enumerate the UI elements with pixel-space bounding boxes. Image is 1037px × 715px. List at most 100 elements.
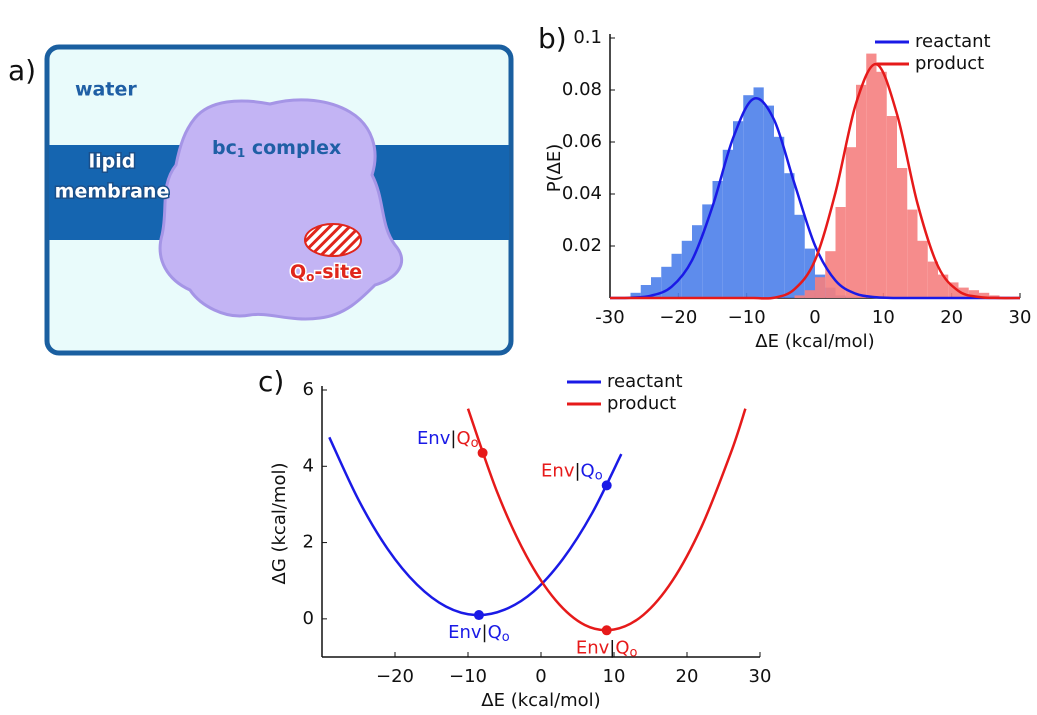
- chart: c) −20 −10 0 10 20 30 0 2 4 6 ΔE (kcal/mol) ΔG (kcal…: [258, 365, 771, 711]
- site-sub: o: [306, 270, 314, 284]
- fit-line: [609, 63, 1021, 300]
- hist-bar: [743, 95, 754, 298]
- state-label-part: |: [574, 460, 580, 481]
- y-tick-label: 0.04: [562, 183, 602, 204]
- x-tick-label: −10: [728, 307, 766, 328]
- state-label: Env|Qo: [448, 622, 510, 645]
- hist-bar: [763, 105, 774, 298]
- site-shape: [304, 223, 362, 257]
- state-point: [477, 447, 488, 458]
- hist-bar: [702, 204, 713, 298]
- state-label-part: o: [595, 468, 603, 483]
- state-point: [473, 610, 484, 621]
- y-tick-label: 2: [303, 532, 314, 553]
- state-label-part: Env: [541, 460, 575, 481]
- hist-bar: [784, 173, 795, 298]
- state-label-part: |: [450, 428, 456, 449]
- state-label-part: o: [502, 630, 510, 645]
- hist-bar: [640, 285, 651, 298]
- hist-bar: [794, 295, 805, 298]
- hist-bar: [917, 240, 928, 298]
- hist-bar: [671, 253, 682, 298]
- y-tick-label: 4: [303, 455, 314, 476]
- membrane-label: lipid: [89, 151, 136, 173]
- panel-label: c): [258, 365, 284, 398]
- chart: b) -30 −20 −10 0 10 20 30 0.02 0.04 0.06 0.08 0.1 ΔE …: [538, 22, 1031, 352]
- site-label: Qo-site: [290, 261, 362, 284]
- state-label-part: o: [471, 435, 479, 450]
- state-label-part: Env: [448, 622, 482, 643]
- state-label-part: |: [482, 622, 488, 643]
- hist-bar: [804, 248, 815, 298]
- state-point: [601, 625, 612, 636]
- hist-bar: [794, 214, 805, 298]
- hist-bar: [651, 277, 662, 298]
- x-tick-label: 0: [809, 307, 820, 328]
- panel-label: a): [8, 54, 36, 87]
- state-label: Env|Qo: [576, 637, 638, 660]
- hist-bar: [845, 147, 856, 298]
- x-tick-label: -30: [595, 307, 624, 328]
- complex-label: bc1 complex: [212, 137, 341, 160]
- state-label-part: |: [609, 637, 615, 658]
- hist-bar: [712, 181, 723, 298]
- x-tick-label: 30: [749, 666, 772, 687]
- hist-bar: [856, 84, 867, 298]
- y-tick-label: 0.08: [562, 79, 602, 100]
- hist-bar: [815, 277, 826, 298]
- hist-bar: [692, 225, 703, 298]
- x-axis-label: ΔE (kcal/mol): [755, 331, 874, 352]
- x-tick-label: −10: [449, 666, 487, 687]
- state-label-part: Q: [456, 428, 470, 449]
- hist-bar: [907, 209, 918, 298]
- legend-label: reactant: [915, 31, 991, 52]
- panel-a: a) water lipid membrane bc1 complex Qo-s…: [8, 44, 514, 356]
- state-label-part: Q: [581, 460, 595, 481]
- x-tick-label: 30: [1009, 307, 1032, 328]
- curve: [466, 408, 747, 632]
- hist-bar: [866, 53, 877, 298]
- hist-bar: [804, 290, 815, 298]
- x-tick-label: 10: [603, 666, 626, 687]
- hist-bar: [661, 266, 672, 298]
- state-label-part: Env: [576, 637, 610, 658]
- x-axis-label: ΔE (kcal/mol): [481, 690, 600, 711]
- complex-main: bc: [212, 137, 237, 159]
- state-label-part: Env: [417, 428, 451, 449]
- state-label-part: o: [630, 645, 638, 660]
- x-tick-label: 0: [535, 666, 546, 687]
- y-tick-label: 0.06: [562, 131, 602, 152]
- complex-sub: 1: [237, 146, 245, 160]
- hist-bar: [968, 290, 979, 298]
- hist-bar: [979, 292, 990, 298]
- hist-bar: [927, 261, 938, 298]
- legend-label: reactant: [607, 371, 683, 392]
- hist-bar: [886, 116, 897, 298]
- state-label: Env|Qo: [417, 428, 479, 451]
- x-tick-label: −20: [659, 307, 697, 328]
- hist-bar: [774, 136, 785, 298]
- x-tick-label: 20: [940, 307, 963, 328]
- y-tick-label: 6: [303, 379, 314, 400]
- hist-bar: [733, 121, 744, 298]
- y-tick-label: 0.1: [573, 27, 602, 48]
- fit-line: [609, 97, 1020, 300]
- hist-bar: [722, 149, 733, 298]
- complex-shape: [158, 98, 404, 321]
- state-point: [601, 480, 612, 491]
- complex-rest: complex: [245, 137, 341, 159]
- y-axis-label: ΔG (kcal/mol): [269, 463, 290, 585]
- membrane-label: membrane: [55, 181, 170, 203]
- x-tick-label: −20: [376, 666, 414, 687]
- state-label-part: Q: [488, 622, 502, 643]
- x-tick-label: 20: [676, 666, 699, 687]
- site-rest: -site: [314, 261, 362, 283]
- y-tick-label: 0: [303, 608, 314, 629]
- state-label-part: Q: [615, 637, 629, 658]
- panel-label: b): [538, 22, 567, 55]
- hist-bar: [876, 71, 887, 298]
- state-label: Env|Qo: [541, 460, 603, 483]
- hist-bar: [938, 274, 949, 298]
- water-label: water: [75, 79, 137, 101]
